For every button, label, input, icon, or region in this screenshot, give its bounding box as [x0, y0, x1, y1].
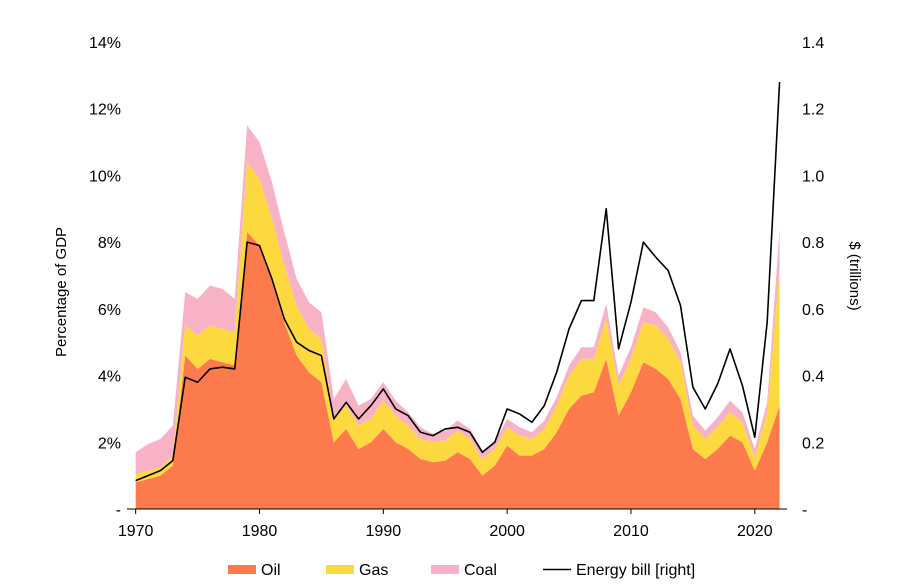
x-axis-ticks: 1970 1980 1990 2000 2010 2020: [118, 509, 773, 540]
y-left-tick-label: 2%: [98, 435, 121, 452]
area-gas: [135, 162, 780, 483]
y-left-tick-label: -: [116, 502, 121, 519]
y-left-tick-label: 14%: [89, 35, 121, 52]
x-tick-label: 1980: [242, 523, 278, 540]
legend: Oil Gas Coal Energy bill [right]: [228, 562, 695, 579]
legend-swatch-oil: [228, 565, 256, 574]
area-oil: [135, 232, 780, 509]
legend-swatch-coal: [431, 565, 459, 574]
y-left-tick-label: 8%: [98, 235, 121, 252]
stacked-areas: [135, 125, 780, 509]
legend-label-energy-bill: Energy bill [right]: [576, 562, 695, 579]
legend-label-coal: Coal: [464, 562, 497, 579]
y-right-axis-ticks: - 0.2 0.4 0.6 0.8 1.0 1.2 1.4: [802, 35, 824, 519]
energy-bill-line-layer: [135, 81, 781, 482]
legend-swatch-gas: [326, 565, 354, 574]
y-left-tick-label: 12%: [89, 102, 121, 119]
y-left-tick-label: 4%: [98, 369, 121, 386]
x-tick-label: 1970: [118, 523, 154, 540]
y-left-axis-title: Percentage of GDP: [53, 227, 70, 357]
y-right-tick-label: 0.8: [802, 235, 824, 252]
x-tick-label: 2000: [489, 523, 525, 540]
line-energy-bill: [135, 81, 781, 482]
y-left-axis-ticks: - 2% 4% 6% 8% 10% 12% 14%: [89, 35, 121, 519]
x-tick-label: 1990: [366, 523, 402, 540]
x-tick-label: 2010: [613, 523, 649, 540]
legend-item-energy-bill: Energy bill [right]: [543, 562, 695, 579]
legend-item-oil: Oil: [228, 562, 281, 579]
y-right-tick-label: 1.2: [802, 102, 824, 119]
legend-item-coal: Coal: [431, 562, 497, 579]
y-left-tick-label: 10%: [89, 168, 121, 185]
y-right-tick-label: 0.4: [802, 369, 824, 386]
y-left-tick-label: 6%: [98, 302, 121, 319]
y-right-axis-title: $ (trillions): [846, 241, 863, 310]
legend-label-gas: Gas: [359, 562, 388, 579]
y-right-tick-label: 0.2: [802, 435, 824, 452]
y-right-tick-label: 0.6: [802, 302, 824, 319]
y-right-tick-label: -: [802, 502, 807, 519]
x-tick-label: 2020: [737, 523, 773, 540]
y-right-tick-label: 1.0: [802, 168, 824, 185]
legend-label-oil: Oil: [261, 562, 281, 579]
y-right-tick-label: 1.4: [802, 35, 824, 52]
legend-item-gas: Gas: [326, 562, 388, 579]
